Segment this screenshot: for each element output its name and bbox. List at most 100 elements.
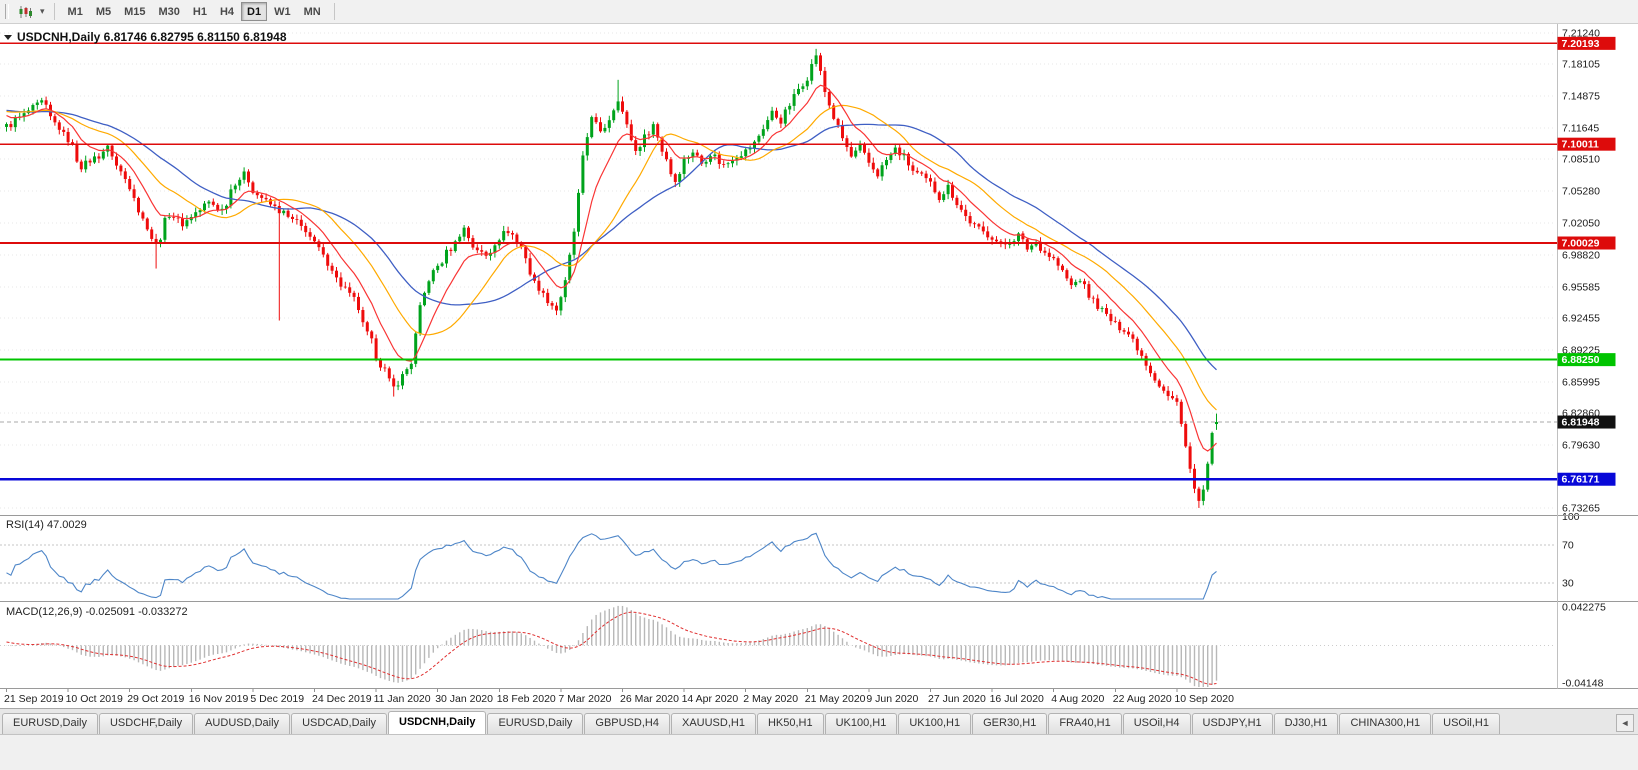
candle bbox=[115, 152, 118, 170]
candle bbox=[1100, 306, 1104, 313]
bottom-tab-eurusd-daily[interactable]: EURUSD,Daily bbox=[2, 713, 98, 734]
timeframe-button-w1[interactable]: W1 bbox=[274, 5, 291, 18]
top-toolbar: ▾ M1 M5 M15 M30 H1 H4 D1 W1 MN bbox=[0, 0, 1638, 24]
bottom-tab-audusd-daily[interactable]: AUDUSD,Daily bbox=[194, 713, 291, 734]
candle bbox=[282, 209, 286, 216]
date-label: 18 Feb 2020 bbox=[497, 693, 556, 705]
candle bbox=[1171, 391, 1174, 400]
candle bbox=[955, 195, 959, 209]
tab-scroll-left-button[interactable]: ◄ bbox=[1616, 714, 1634, 732]
candle bbox=[93, 152, 96, 164]
bottom-tab-eurusd-daily[interactable]: EURUSD,Daily bbox=[487, 713, 584, 734]
candle bbox=[44, 96, 48, 109]
candle bbox=[401, 371, 404, 390]
candle bbox=[247, 169, 250, 187]
bottom-tab-usdchf-daily[interactable]: USDCHF,Daily bbox=[98, 713, 194, 734]
timeframe-button-h1[interactable]: H1 bbox=[192, 5, 207, 18]
candle bbox=[581, 151, 585, 195]
timeframe-button-d1[interactable]: D1 bbox=[241, 2, 268, 21]
bottom-tab-usoil-h1[interactable]: USOil,H1 bbox=[1432, 713, 1500, 734]
bottom-tab-dj30-h1[interactable]: DJ30,H1 bbox=[1273, 713, 1339, 734]
bottom-tab-ger30-h1[interactable]: GER30,H1 bbox=[972, 713, 1048, 734]
candle bbox=[511, 230, 514, 240]
rsi-tick-label: 70 bbox=[1562, 540, 1574, 552]
bottom-tab-usoil-h4[interactable]: USOil,H4 bbox=[1122, 713, 1191, 734]
bottom-tab-usdcad-daily[interactable]: USDCAD,Daily bbox=[291, 713, 388, 734]
candle bbox=[528, 253, 532, 277]
price-tick-label: 6.95585 bbox=[1562, 282, 1600, 294]
candle bbox=[176, 213, 180, 224]
candle bbox=[194, 207, 198, 222]
chart-tab-bar: EURUSD,Daily USDCHF,Daily AUDUSD,Daily USDC… bbox=[0, 708, 1638, 734]
candle bbox=[506, 226, 510, 237]
candle bbox=[154, 233, 158, 269]
price-tick-label: 6.79630 bbox=[1562, 439, 1600, 451]
candle bbox=[898, 143, 902, 161]
bottom-tab-china300-h1[interactable]: CHINA300,H1 bbox=[1339, 713, 1432, 734]
candle bbox=[722, 160, 726, 168]
candle bbox=[1135, 336, 1139, 355]
candle bbox=[634, 136, 638, 156]
price-badge-7.00029: 7.00029 bbox=[1557, 236, 1616, 250]
candle bbox=[119, 164, 123, 176]
candle bbox=[788, 103, 792, 115]
bottom-tab-usdjpy-h1[interactable]: USDJPY,H1 bbox=[1191, 713, 1273, 734]
toolbar-grip[interactable] bbox=[5, 4, 9, 19]
price-tick-label: 6.85995 bbox=[1562, 376, 1600, 388]
candle bbox=[1197, 486, 1201, 508]
candle bbox=[150, 226, 154, 242]
candle bbox=[27, 107, 30, 115]
panel-separators[interactable] bbox=[0, 24, 1638, 689]
candle bbox=[920, 170, 924, 176]
status-bar bbox=[0, 734, 1638, 770]
timeframe-button-m1[interactable]: M1 bbox=[67, 5, 83, 18]
candle bbox=[185, 215, 189, 229]
timeframe-button-m15[interactable]: M15 bbox=[124, 5, 146, 18]
timeframe-button-h4[interactable]: H4 bbox=[219, 5, 235, 18]
candle bbox=[669, 157, 673, 177]
bottom-tab-uk100-h1[interactable]: UK100,H1 bbox=[898, 713, 972, 734]
candle bbox=[321, 243, 325, 258]
bottom-tab-fra40-h1[interactable]: FRA40,H1 bbox=[1048, 713, 1122, 734]
chevron-down-icon[interactable]: ▾ bbox=[40, 6, 45, 16]
timeframe-button-m5[interactable]: M5 bbox=[95, 5, 112, 18]
price-tick-label: 7.21240 bbox=[1562, 28, 1600, 40]
svg-text:7.20193: 7.20193 bbox=[1562, 38, 1600, 50]
candle bbox=[1122, 327, 1126, 335]
level-lines[interactable] bbox=[0, 42, 1557, 481]
candle bbox=[585, 133, 589, 161]
candle bbox=[383, 363, 387, 372]
candle bbox=[1149, 362, 1152, 377]
chart-type-button[interactable] bbox=[14, 2, 36, 21]
date-label: 26 Mar 2020 bbox=[620, 693, 679, 705]
time-axis[interactable]: 21 Sep 2019 10 Oct 2019 29 Oct 2019 16 Nov … bbox=[4, 688, 1234, 706]
candle bbox=[317, 239, 321, 252]
candle bbox=[577, 189, 580, 237]
bottom-tab-xauusd-h1[interactable]: XAUUSD,H1 bbox=[670, 713, 756, 734]
chart-title: USDCNH,Daily 6.81746 6.82795 6.81150 6.8… bbox=[17, 30, 287, 44]
candle bbox=[726, 161, 730, 168]
candle bbox=[761, 124, 765, 139]
candle bbox=[97, 153, 101, 164]
candle bbox=[502, 225, 506, 242]
bottom-tab-uk100-h1[interactable]: UK100,H1 bbox=[824, 713, 898, 734]
bottom-tab-usdcnh-daily[interactable]: USDCNH,Daily bbox=[388, 711, 487, 734]
date-label: 10 Sep 2020 bbox=[1174, 693, 1234, 705]
price-badge-7.20193: 7.20193 bbox=[1557, 36, 1616, 50]
bottom-tab-gbpusd-h4[interactable]: GBPUSD,H4 bbox=[584, 713, 670, 734]
candle bbox=[1175, 394, 1179, 406]
svg-text:7.00029: 7.00029 bbox=[1562, 238, 1600, 250]
bottom-tab-hk50-h1[interactable]: HK50,H1 bbox=[756, 713, 824, 734]
timeframe-button-m30[interactable]: M30 bbox=[158, 5, 180, 18]
timeframe-button-mn[interactable]: MN bbox=[303, 5, 321, 18]
candle bbox=[1179, 399, 1183, 427]
price-tick-label: 7.05280 bbox=[1562, 186, 1600, 198]
candle bbox=[1113, 316, 1117, 324]
collapse-triangle-icon[interactable] bbox=[4, 35, 12, 40]
price-axis[interactable]: 7.21240 7.18105 7.14875 7.11645 7.08510 7.052… bbox=[1557, 28, 1616, 515]
candle bbox=[995, 236, 998, 244]
candle bbox=[299, 215, 303, 231]
chart-canvas[interactable]: 100 70 30 0.042275 -0.04148 21 Sep 2019 10 O… bbox=[0, 24, 1638, 708]
candle bbox=[365, 320, 369, 336]
candle bbox=[986, 226, 990, 241]
